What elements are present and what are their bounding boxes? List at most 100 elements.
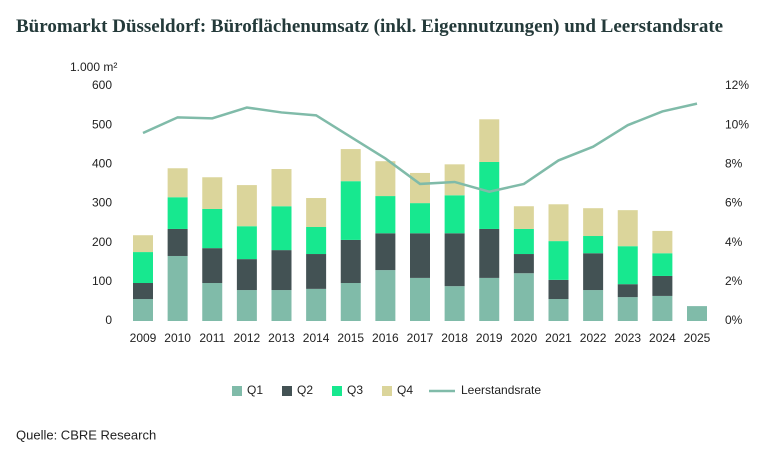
x-tick-label: 2025 [684,331,711,345]
bar-segment [617,284,638,298]
bar-segment [410,277,430,321]
x-tick-label: 2021 [545,331,572,345]
legend-swatch [382,386,392,396]
bar-segment [306,288,327,321]
bar-segment [340,181,361,240]
x-tick-label: 2012 [234,331,261,345]
bar-segment [133,299,153,321]
bar-segment [479,161,500,229]
bar-segment [202,208,223,249]
legend-swatch [232,386,242,396]
bar-segment [652,230,673,254]
bar-segment [167,197,188,229]
bar-segment [444,233,465,287]
bar-segment [583,253,604,291]
bar-segment [167,228,188,256]
bar-segment [652,253,673,276]
bar-segment [410,203,430,234]
bar-segment [444,164,465,196]
bar-segment [271,250,292,291]
bar-segment [583,290,604,321]
y2-tick-label: 4% [725,235,743,249]
bar-segment [687,306,707,321]
y2-tick-label: 12% [725,78,749,92]
bar-segment [652,275,673,296]
bar-segment [375,161,396,197]
chart-title: Büromarkt Düsseldorf: Büroflächenumsatz … [16,16,723,37]
bar-segment [617,246,638,285]
bar-segment [202,283,223,321]
y-tick-label: 200 [92,235,112,249]
bar-segment [513,206,534,229]
y-tick-label: 100 [92,274,112,288]
x-tick-label: 2011 [199,331,225,345]
x-tick-label: 2019 [476,331,503,345]
bar-segment [548,241,569,280]
y2-tick-label: 10% [725,117,749,131]
bar-segment [583,236,604,254]
bar-segment [652,295,673,321]
x-tick-label: 2022 [580,331,607,345]
bar-segment [513,228,534,255]
bar-segment [583,208,604,237]
bar-segment [236,226,257,260]
bar-segment [479,119,500,162]
y2-tick-label: 6% [725,196,743,210]
y-tick-label: 500 [92,117,112,131]
y2-tick-label: 8% [725,157,743,171]
bar-segment [340,149,361,182]
y-tick-label: 600 [92,78,112,92]
bar-segment [479,277,500,321]
x-tick-label: 2014 [303,331,330,345]
x-tick-label: 2010 [164,331,191,345]
y2-tick-label: 0% [725,313,743,327]
y-tick-label: 400 [92,157,112,171]
bar-segment [236,290,257,321]
legend-label: Q2 [297,383,313,397]
bar-segment [202,248,223,284]
x-tick-label: 2023 [614,331,641,345]
bar-segment [133,252,153,284]
bar-segment [548,204,569,242]
x-tick-label: 2016 [372,331,399,345]
bar-segment [617,210,638,247]
bar-segment [306,254,327,289]
bar-segment [375,196,396,234]
bar-segment [202,177,223,209]
bar-segment [271,169,292,207]
bar-segment [548,279,569,300]
bar-segment [236,185,257,227]
y2-tick-label: 2% [725,274,743,288]
bar-segment [133,283,153,300]
y-tick-label: 300 [92,196,112,210]
bar-segment [167,168,188,198]
x-tick-label: 2017 [407,331,434,345]
legend-swatch [332,386,342,396]
bar-segment [410,233,430,278]
legend-label: Q1 [247,383,263,397]
legend-label: Q3 [347,383,363,397]
bar-segment [340,283,361,321]
bar-segment [444,286,465,321]
bar-segment [617,297,638,321]
bar-segment [167,255,188,321]
x-tick-label: 2024 [649,331,676,345]
bar-segment [271,290,292,321]
bar-segment [513,254,534,274]
x-tick-label: 2020 [511,331,538,345]
bar-segment [479,228,500,278]
bar-segment [271,206,292,251]
bar-segment [133,235,153,253]
bar-segment [375,270,396,321]
x-tick-label: 2013 [268,331,295,345]
bar-segment [306,198,327,227]
bar-segment [236,259,257,291]
bar-segment [375,233,396,271]
x-tick-label: 2009 [130,331,157,345]
legend-label: Leerstandsrate [461,383,541,397]
bar-segment [340,239,361,284]
y-tick-label: 0 [105,313,112,327]
source: Quelle: CBRE Research [16,427,156,442]
